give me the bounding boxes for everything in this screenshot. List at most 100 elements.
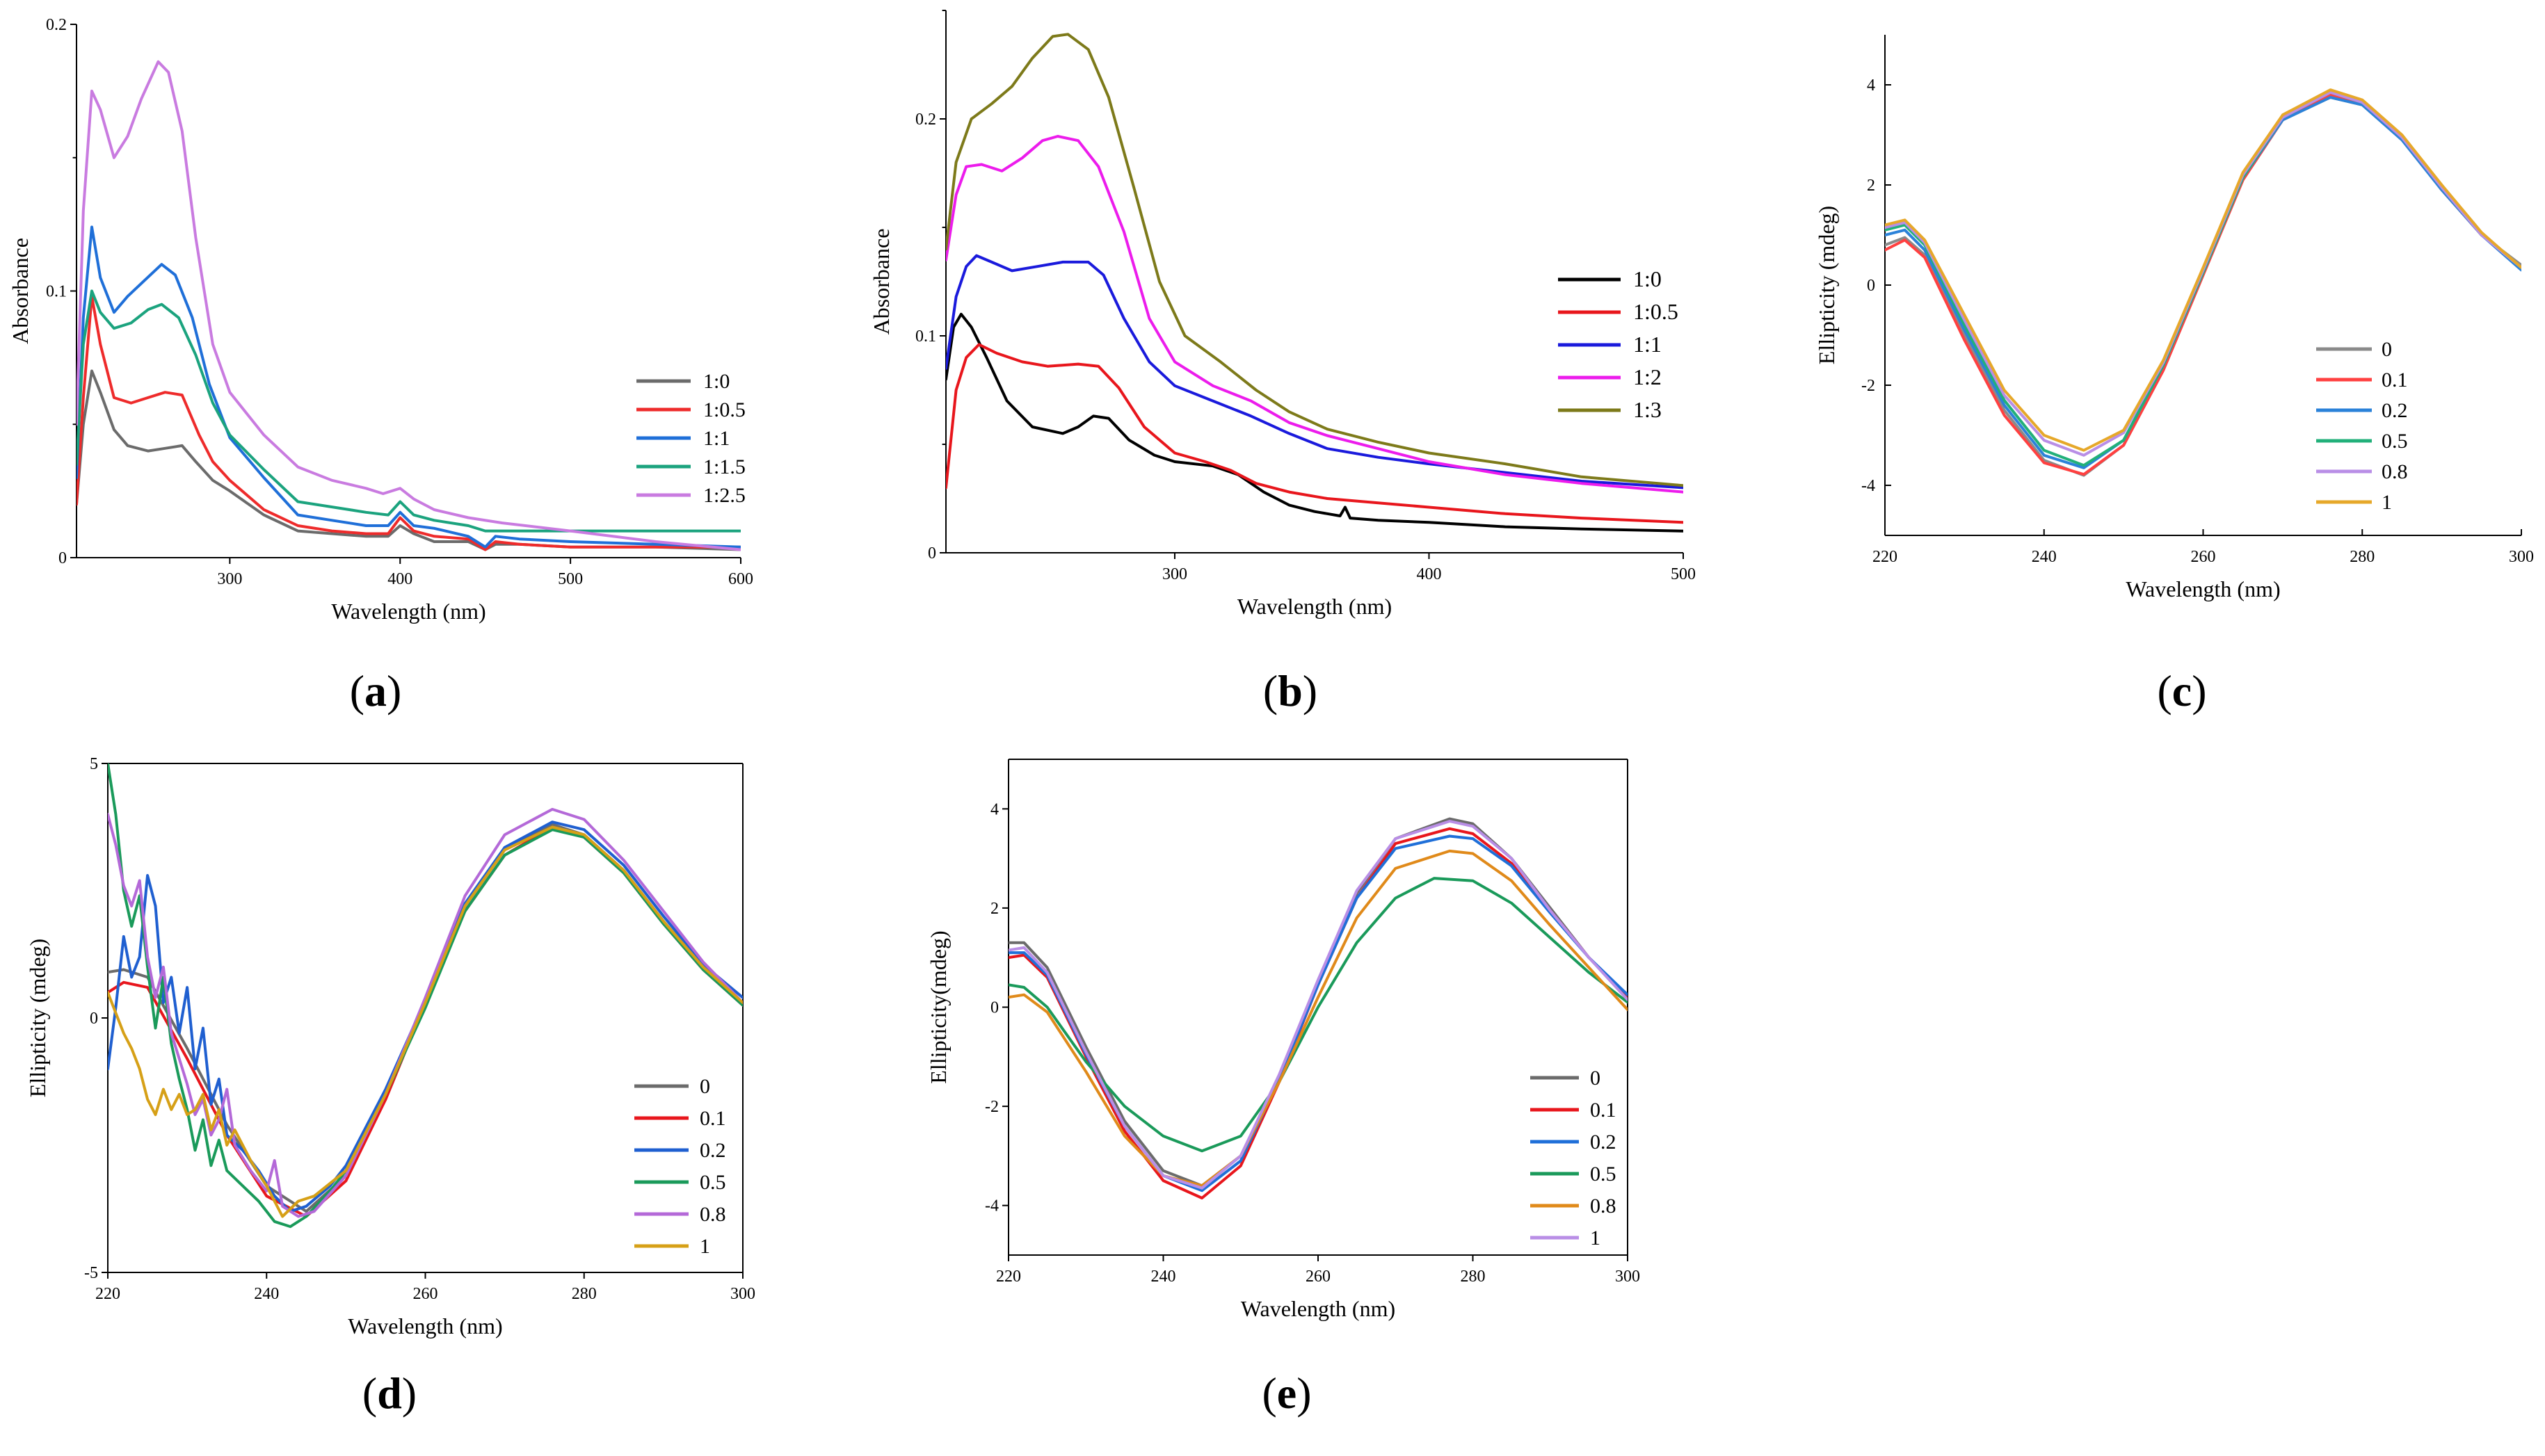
- y-axis-title: Ellipticity (mdeg): [25, 939, 50, 1097]
- y-tick-label: 4: [1867, 76, 1875, 95]
- x-tick-label: 300: [2509, 548, 2534, 566]
- legend-label: 1: [700, 1235, 710, 1258]
- panel-label-part: a: [364, 666, 387, 715]
- panel-label-part: e: [1277, 1368, 1296, 1418]
- legend-label: 0: [700, 1075, 710, 1098]
- x-tick-label: 220: [95, 1285, 120, 1303]
- y-tick-label: -2: [1861, 377, 1875, 395]
- panel-label: (a): [350, 666, 402, 715]
- panel-label-part: (: [350, 666, 364, 715]
- x-tick-label: 260: [2191, 548, 2216, 566]
- panel-label: (b): [1263, 666, 1317, 715]
- panel-label-part: ): [402, 1368, 417, 1418]
- legend-label: 0.2: [2382, 399, 2408, 422]
- legend-label: 0.1: [700, 1107, 726, 1130]
- x-axis-title: Wavelength (nm): [348, 1313, 502, 1338]
- legend-label: 1:1.5: [703, 455, 746, 478]
- x-axis-title: Wavelength (nm): [1237, 594, 1392, 619]
- y-axis-title: Absorbance: [8, 238, 33, 344]
- y-tick-label: 0: [1867, 277, 1875, 295]
- panel-label: (d): [362, 1368, 417, 1418]
- x-tick-label: 260: [413, 1285, 438, 1303]
- series-line-1-1: [77, 225, 741, 549]
- legend-label: 1:0.5: [703, 398, 746, 421]
- x-tick-label: 400: [1416, 565, 1441, 583]
- panel-label-part: ): [1303, 666, 1317, 715]
- series-line-0-2: [108, 820, 743, 1213]
- legend-label: 0.2: [700, 1139, 726, 1162]
- x-tick-label: 400: [387, 570, 412, 588]
- y-tick-label: -4: [985, 1197, 999, 1215]
- series-group: [1009, 817, 1628, 1199]
- panel-label: (e): [1262, 1368, 1311, 1418]
- y-tick-label: 0.1: [915, 327, 936, 346]
- legend-label: 1:1: [1633, 332, 1662, 357]
- series-line-1: [1009, 820, 1628, 1190]
- x-axis-title: Wavelength (nm): [2126, 576, 2280, 601]
- chart-panel-a: 300 400 500 600 0 0.1 0.2 Wavelength (nm) Absorb…: [8, 16, 753, 715]
- series-line-1-1-5: [77, 289, 741, 533]
- chart-panel-e: 220 240 260 280 300 -4 -2 0 2 4 Wavelength (nm) Ell…: [926, 759, 1640, 1418]
- legend-label: 1:0: [703, 370, 730, 393]
- legend-label: 1: [1590, 1227, 1600, 1249]
- x-tick-label: 240: [1151, 1268, 1176, 1286]
- y-tick-label: 2: [990, 900, 999, 918]
- legend: 0 0.1 0.2 0.5 0.8 1: [2316, 338, 2408, 514]
- legend-label: 0: [1590, 1067, 1600, 1090]
- series-group: [77, 60, 741, 551]
- x-tick-label: 280: [2350, 548, 2375, 566]
- series-line-0-5: [1885, 90, 2521, 467]
- x-tick-label: 220: [1872, 548, 1897, 566]
- legend-label: 1:3: [1633, 397, 1662, 422]
- series-line-1-0-5: [946, 343, 1683, 524]
- legend-label: 0.1: [1590, 1099, 1616, 1122]
- series-line-0: [1009, 817, 1628, 1188]
- x-tick-label: 240: [254, 1285, 279, 1303]
- legend: 1:0 1:0.5 1:1 1:2 1:3: [1558, 266, 1678, 422]
- legend-label: 0.5: [2382, 430, 2408, 453]
- y-tick-label: -5: [84, 1264, 98, 1282]
- series-group: [1885, 88, 2521, 477]
- series-line-0-5: [1009, 877, 1628, 1153]
- y-tick-label: -2: [985, 1098, 999, 1116]
- series-line-0-2: [1885, 96, 2521, 469]
- panel-label-part: ): [387, 666, 401, 715]
- y-tick-label: 0.2: [46, 16, 67, 34]
- series-group: [946, 33, 1683, 533]
- x-tick-label: 220: [996, 1268, 1021, 1286]
- legend: 0 0.1 0.2 0.5 0.8 1: [634, 1075, 726, 1258]
- panel-label-part: ): [1296, 1368, 1311, 1418]
- y-axis-title: Ellipticity(mdeg): [926, 930, 951, 1083]
- panel-label-part: (: [362, 1368, 377, 1418]
- x-tick-label: 500: [1671, 565, 1696, 583]
- y-tick-label: 0: [90, 1010, 98, 1028]
- series-group: [108, 763, 743, 1229]
- series-line-0-5: [108, 763, 743, 1229]
- x-tick-label: 600: [728, 570, 753, 588]
- legend-label: 1:0: [1633, 266, 1662, 291]
- x-tick-label: 260: [1306, 1268, 1331, 1286]
- x-tick-label: 500: [558, 570, 583, 588]
- series-line-1-3: [946, 33, 1683, 487]
- chart-panel-b: 300 400 500 0 0.1 0.2 Wavelength (nm) Absorbanc…: [869, 10, 1696, 715]
- y-tick-label: 0: [58, 549, 67, 567]
- panel-label-part: (: [1262, 1368, 1276, 1418]
- x-axis-title: Wavelength (nm): [1241, 1296, 1395, 1321]
- legend-label: 0: [2382, 338, 2392, 361]
- series-line-1: [1885, 88, 2521, 452]
- legend: 0 0.1 0.2 0.5 0.8 1: [1530, 1067, 1616, 1249]
- series-line-0-8: [1009, 849, 1628, 1188]
- legend-label: 0.5: [1590, 1163, 1616, 1186]
- x-tick-label: 280: [1461, 1268, 1486, 1286]
- legend-label: 1:2: [1633, 364, 1662, 389]
- legend-label: 1:0.5: [1633, 299, 1678, 324]
- y-tick-label: 4: [990, 800, 999, 818]
- series-line-1-0: [77, 369, 741, 551]
- x-tick-label: 300: [730, 1285, 755, 1303]
- x-tick-label: 300: [217, 570, 242, 588]
- legend-label: 0.8: [1590, 1195, 1616, 1218]
- legend-label: 0.8: [700, 1203, 726, 1226]
- chart-panel-d: 220 240 260 280 300 -5 0 5 Wavelength (nm) Ellipt…: [25, 755, 755, 1418]
- series-line-0-1: [1885, 93, 2521, 476]
